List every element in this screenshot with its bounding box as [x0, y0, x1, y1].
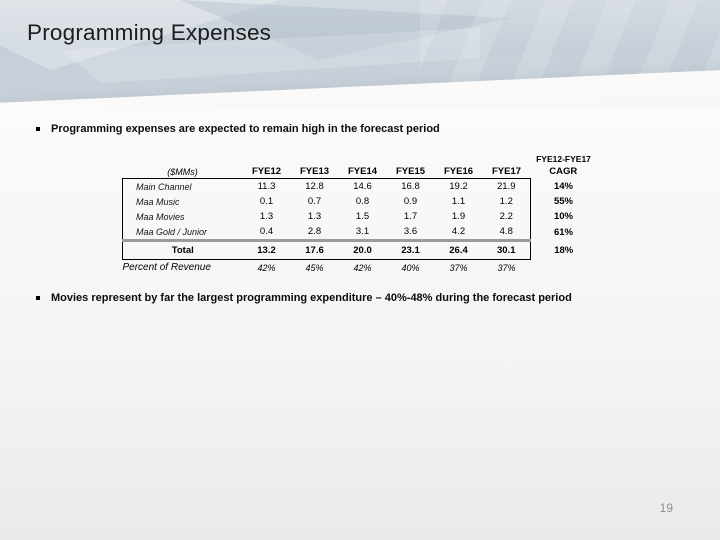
value-cell: 12.8 [290, 178, 339, 194]
row-label: Main Channel [122, 178, 243, 194]
value-cell: 0.8 [355, 196, 370, 207]
empty-cell [123, 152, 243, 165]
units-label: ($MMs) [167, 166, 198, 177]
value-cell: 4.2 [451, 226, 466, 237]
bullet-text: Movies represent by far the largest prog… [51, 292, 572, 304]
percent-cell: 40% [401, 262, 420, 273]
bullet-text: Programming expenses are expected to rem… [51, 123, 440, 135]
value-cell: 1.9 [451, 211, 466, 222]
cagr-cell: 14% [553, 180, 573, 192]
total-label: Total [122, 239, 243, 260]
percent-of-revenue-row: Percent of Revenue 42% 45% 42% 40% 37% 3… [123, 260, 597, 276]
bullet-item: Programming expenses are expected to rem… [36, 122, 440, 137]
value-cell: 2.2 [482, 209, 531, 224]
value-cell: 0.9 [403, 196, 418, 207]
percent-cell: 37% [449, 262, 468, 273]
value-cell: 1.3 [307, 211, 322, 222]
row-label: Maa Music [122, 194, 243, 209]
cagr-span-header-row: FYE12-FYE17 [123, 152, 597, 165]
value-cell: 16.8 [386, 178, 435, 194]
empty-cell [243, 152, 531, 165]
value-cell: 0.7 [307, 196, 322, 207]
year-header: FYE12 [251, 166, 282, 177]
year-header: FYE16 [443, 166, 474, 177]
total-value: 17.6 [290, 239, 339, 260]
cagr-cell: 55% [553, 196, 573, 207]
column-header-row: ($MMs) FYE12 FYE13 FYE14 FYE15 FYE16 FYE… [123, 165, 597, 179]
cagr-cell: 61% [553, 226, 573, 238]
value-cell: 4.8 [482, 224, 531, 241]
table-row: Maa Gold / Junior 0.4 2.8 3.1 3.6 4.2 4.… [122, 224, 597, 241]
year-header: FYE13 [299, 166, 330, 177]
value-cell: 1.3 [259, 211, 274, 222]
total-value: 20.0 [338, 239, 387, 260]
total-value: 13.2 [242, 239, 291, 260]
percent-cell: 45% [305, 262, 324, 273]
value-cell: 1.7 [403, 211, 418, 222]
value-cell: 3.1 [355, 226, 370, 237]
row-label: Maa Gold / Junior [122, 224, 243, 241]
percent-cell: 42% [257, 262, 276, 273]
page-number: 19 [659, 501, 673, 515]
total-value: 23.1 [386, 239, 435, 260]
year-header: FYE17 [491, 166, 522, 177]
value-cell: 1.2 [482, 194, 531, 209]
empty-cell [531, 260, 597, 276]
value-cell: 19.2 [434, 178, 483, 194]
data-table: FYE12-FYE17 ($MMs) FYE12 FYE13 FYE14 FYE… [122, 152, 597, 275]
bullet-icon [36, 296, 40, 300]
cagr-header: CAGR [549, 166, 578, 178]
table-row: Maa Music 0.1 0.7 0.8 0.9 1.1 1.2 55% [122, 194, 597, 209]
cagr-span-header: FYE12-FYE17 [536, 153, 591, 164]
programming-expenses-table: FYE12-FYE17 ($MMs) FYE12 FYE13 FYE14 FYE… [122, 152, 597, 275]
percent-cell: 37% [497, 262, 516, 273]
value-cell: 2.8 [307, 226, 322, 237]
percent-row-label: Percent of Revenue [122, 262, 211, 273]
total-row: Total 13.2 17.6 20.0 23.1 26.4 30.1 18% [122, 239, 597, 260]
bullet-item: Movies represent by far the largest prog… [36, 291, 623, 306]
value-cell: 3.6 [403, 226, 418, 237]
value-cell: 11.3 [242, 178, 291, 194]
header-band [0, 0, 720, 108]
row-label: Maa Movies [122, 209, 243, 224]
value-cell: 0.4 [259, 226, 274, 237]
total-cagr: 18% [554, 244, 574, 256]
bullet-icon [36, 127, 40, 131]
total-value: 26.4 [434, 239, 483, 260]
year-header: FYE15 [395, 166, 426, 177]
cagr-cell: 10% [553, 211, 573, 222]
table-row: Maa Movies 1.3 1.3 1.5 1.7 1.9 2.2 10% [122, 209, 597, 224]
percent-cell: 42% [353, 262, 372, 273]
value-cell: 21.9 [482, 178, 531, 194]
value-cell: 14.6 [338, 178, 387, 194]
year-header: FYE14 [347, 166, 378, 177]
value-cell: 1.1 [451, 196, 466, 207]
table-row: Main Channel 11.3 12.8 14.6 16.8 19.2 21… [122, 178, 597, 194]
page-title: Programming Expenses [27, 20, 272, 45]
value-cell: 0.1 [259, 196, 274, 207]
total-value: 30.1 [482, 239, 531, 260]
value-cell: 1.5 [355, 211, 370, 222]
